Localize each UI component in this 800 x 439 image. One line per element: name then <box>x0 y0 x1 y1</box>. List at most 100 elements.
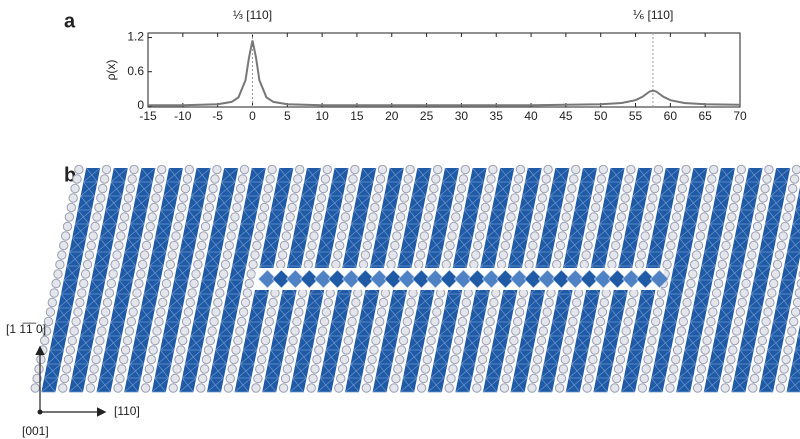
atom <box>91 354 101 365</box>
atom <box>284 354 294 365</box>
atom <box>377 165 388 175</box>
octahedron-edges <box>723 279 741 295</box>
octahedron-edges <box>231 251 250 267</box>
atom <box>581 250 591 260</box>
axes-indicator: [1 1̅1̅ 0] [110] [001] <box>6 322 140 438</box>
atom <box>32 373 42 384</box>
atom <box>501 373 511 384</box>
atom <box>770 269 781 279</box>
atom <box>297 288 308 298</box>
atom <box>184 165 194 175</box>
atom <box>421 221 431 232</box>
atom <box>71 316 81 327</box>
octahedron-edges <box>69 237 87 253</box>
octahedron-edges <box>753 265 771 281</box>
octahedron-edges <box>482 377 501 393</box>
atom <box>735 307 746 317</box>
octahedron-edges <box>546 335 564 351</box>
octahedron-edges <box>289 237 308 253</box>
atom <box>700 345 710 355</box>
atom <box>391 373 401 384</box>
octahedron-edges <box>301 181 319 197</box>
atom <box>279 240 290 251</box>
atom <box>392 231 402 241</box>
atom <box>43 316 54 327</box>
atom <box>726 354 736 365</box>
atom <box>705 183 715 194</box>
atom <box>323 297 333 308</box>
atom <box>113 383 123 393</box>
atom <box>77 288 87 298</box>
atom <box>416 383 427 393</box>
atom <box>212 165 222 175</box>
atom <box>456 183 467 194</box>
atom <box>248 259 258 270</box>
atom <box>473 240 483 251</box>
atom <box>140 383 151 393</box>
atom <box>707 174 717 184</box>
atom <box>34 364 44 374</box>
octahedron-edges <box>88 279 106 295</box>
octahedron-edges <box>140 293 159 309</box>
octahedron-edges <box>397 251 415 267</box>
octahedron-edges <box>110 167 129 183</box>
atom <box>553 250 564 260</box>
octahedron-edges <box>714 321 733 337</box>
atom <box>461 297 471 308</box>
line <box>148 40 741 107</box>
octahedron-edges <box>463 335 481 351</box>
atom <box>347 316 357 327</box>
atom <box>593 326 604 336</box>
octahedron-edges <box>414 167 432 183</box>
octahedron-edges <box>433 349 451 365</box>
atom <box>671 212 682 222</box>
octahedron-edges <box>270 195 289 211</box>
atom <box>601 288 611 298</box>
atom <box>257 354 267 365</box>
atom <box>334 383 344 393</box>
octahedron-edges <box>408 335 426 351</box>
atom <box>45 307 56 317</box>
atom <box>89 364 99 374</box>
atom <box>153 183 163 194</box>
atom <box>591 202 601 213</box>
atom <box>703 193 713 203</box>
atom <box>196 383 206 393</box>
octahedron-edges <box>786 237 800 253</box>
atom <box>101 165 112 175</box>
atom <box>282 364 293 374</box>
octahedron-edges <box>601 335 619 351</box>
octahedron-edges <box>491 195 509 211</box>
atom <box>488 165 498 175</box>
atom <box>61 364 72 374</box>
atom <box>371 335 381 346</box>
atom <box>722 373 732 384</box>
octahedron-edges <box>201 265 219 281</box>
atom <box>420 364 431 374</box>
atom <box>620 193 630 203</box>
atom <box>408 288 418 298</box>
atom <box>58 383 68 393</box>
octahedron-edges <box>319 363 338 379</box>
octahedron-edges <box>242 335 261 351</box>
octahedron-edges <box>676 237 694 253</box>
octahedron-edges <box>295 209 313 225</box>
axis-label: [110] <box>114 404 140 418</box>
octahedron-edges <box>264 363 283 379</box>
octahedron-edges <box>124 237 142 253</box>
atom <box>448 364 458 374</box>
atom <box>398 335 409 346</box>
atom <box>139 250 150 260</box>
atom <box>733 316 744 327</box>
atom <box>506 212 516 222</box>
atom <box>502 231 512 241</box>
atom <box>513 174 524 184</box>
atom <box>789 316 799 327</box>
atom <box>362 240 372 251</box>
octahedron-edges <box>413 307 432 323</box>
atom <box>289 193 299 203</box>
atom <box>260 335 271 346</box>
atom <box>259 202 270 213</box>
atom <box>656 288 667 298</box>
annotation: ⅙ [110] <box>633 8 674 22</box>
